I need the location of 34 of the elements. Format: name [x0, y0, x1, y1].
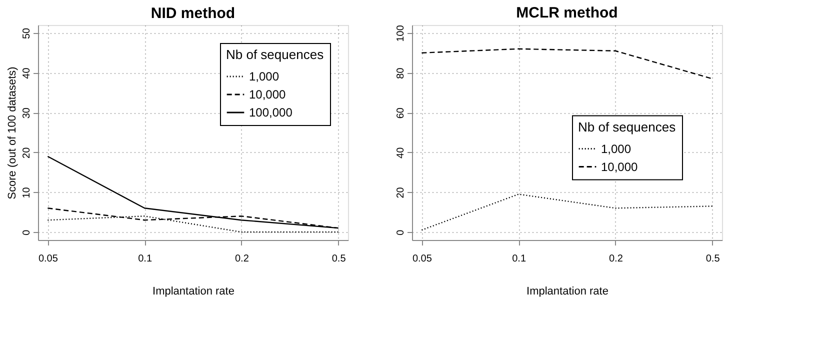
- y-tick-label: 0: [22, 229, 32, 236]
- line-series: [421, 194, 713, 231]
- x-tick-label: 0.2: [234, 254, 250, 264]
- x-axis-title: Implantation rate: [152, 286, 234, 298]
- y-axis-title: Score (out of 100 datasets): [6, 66, 18, 200]
- x-tick-label: 0.5: [332, 254, 346, 264]
- y-tick-label: 20: [22, 146, 32, 158]
- chart-title: NID method: [150, 5, 236, 22]
- y-tick-label: 40: [22, 67, 32, 79]
- y-tick-label: 30: [22, 107, 32, 119]
- y-tick-label: 80: [396, 67, 406, 79]
- y-tick-label: 40: [396, 146, 406, 158]
- y-tick-label: 20: [396, 186, 406, 198]
- legend-label: 10,000: [249, 88, 286, 102]
- legend-label: 1,000: [601, 142, 632, 156]
- legend-title: Nb of sequences: [578, 119, 676, 134]
- x-axis-title: Implantation rate: [526, 286, 608, 298]
- y-tick-label: 60: [396, 107, 406, 119]
- y-tick-label: 10: [22, 186, 32, 198]
- x-tick-label: 0.2: [608, 254, 624, 264]
- legend-label: 10,000: [601, 160, 638, 174]
- x-tick-label: 0.1: [138, 254, 152, 264]
- y-tick-label: 0: [396, 229, 406, 236]
- y-tick-label: 50: [22, 27, 32, 40]
- line-series: [421, 48, 713, 80]
- y-tick-label: 100: [396, 24, 406, 42]
- chart-title: MCLR method: [516, 4, 618, 22]
- x-tick-label: 0.05: [412, 254, 432, 264]
- x-tick-label: 0.5: [706, 254, 720, 264]
- legend-label: 100,000: [249, 106, 293, 120]
- x-tick-label: 0.1: [512, 254, 526, 264]
- x-tick-label: 0.05: [38, 254, 58, 264]
- legend-title: Nb of sequences: [226, 47, 324, 62]
- legend-label: 1,000: [249, 70, 280, 84]
